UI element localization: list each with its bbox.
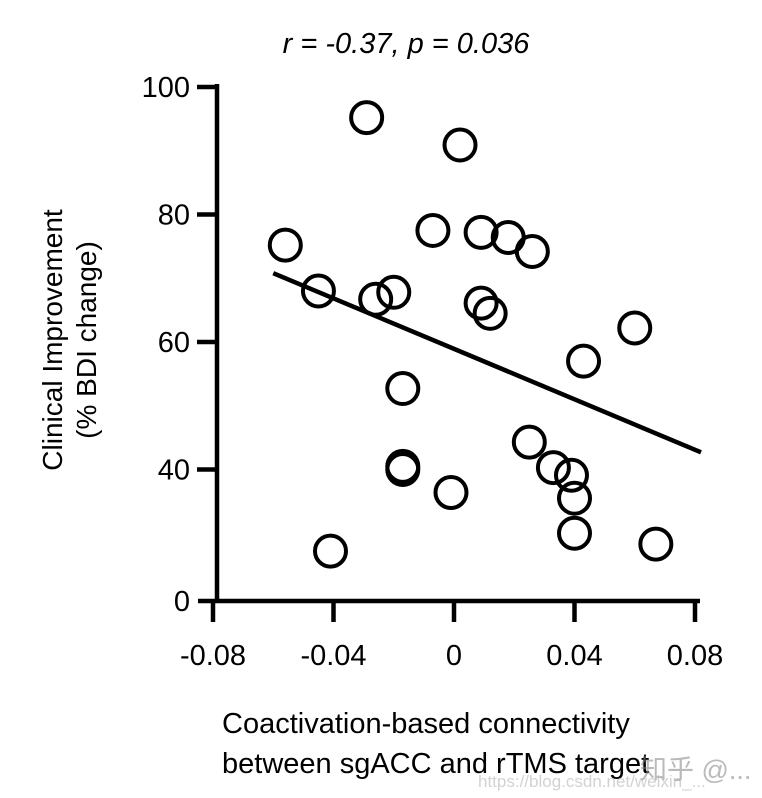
data-point xyxy=(511,424,547,460)
y-tick-label: 60 xyxy=(158,327,190,359)
chart-title: r = -0.37, p = 0.036 xyxy=(282,28,530,60)
x-tick-label: 0.08 xyxy=(667,640,723,672)
data-point xyxy=(349,100,385,136)
data-point xyxy=(415,212,451,248)
y-tick-label: 0 xyxy=(174,586,190,618)
y-tick-label: 100 xyxy=(142,72,190,104)
data-point xyxy=(535,450,571,486)
watermark-zhihu: 知乎 @... xyxy=(640,755,752,785)
data-point xyxy=(433,474,469,510)
data-point xyxy=(617,310,653,346)
x-axis-label: Coactivation-based connectivity between … xyxy=(222,704,649,784)
data-point xyxy=(385,371,421,407)
data-point xyxy=(385,452,421,487)
regression-line xyxy=(272,271,702,455)
data-point xyxy=(472,295,508,331)
data-point xyxy=(358,281,394,317)
x-axis-label-line-1: Coactivation-based connectivity xyxy=(222,708,630,740)
data-point xyxy=(300,273,336,309)
data-point xyxy=(463,214,499,250)
data-point xyxy=(463,285,499,321)
y-tick-label: 40 xyxy=(158,455,190,487)
data-point xyxy=(514,233,550,269)
x-tick-label: 0 xyxy=(446,640,462,672)
data-point xyxy=(442,127,478,163)
x-tick-label: -0.08 xyxy=(180,640,246,672)
data-point xyxy=(267,227,303,263)
x-tick-label: -0.04 xyxy=(300,640,366,672)
data-point xyxy=(553,457,589,493)
data-point xyxy=(557,515,592,551)
data-point xyxy=(557,480,592,516)
data-point xyxy=(638,526,674,562)
data-point xyxy=(376,274,412,310)
data-point xyxy=(566,343,602,379)
y-tick-label: 80 xyxy=(158,200,190,232)
x-tick-label: 0.04 xyxy=(546,640,602,672)
watermark-url: https://blog.csdn.net/weixin_... xyxy=(478,772,706,791)
data-point xyxy=(312,533,348,569)
x-axis-label-line-2: between sgACC and rTMS target xyxy=(222,748,650,780)
